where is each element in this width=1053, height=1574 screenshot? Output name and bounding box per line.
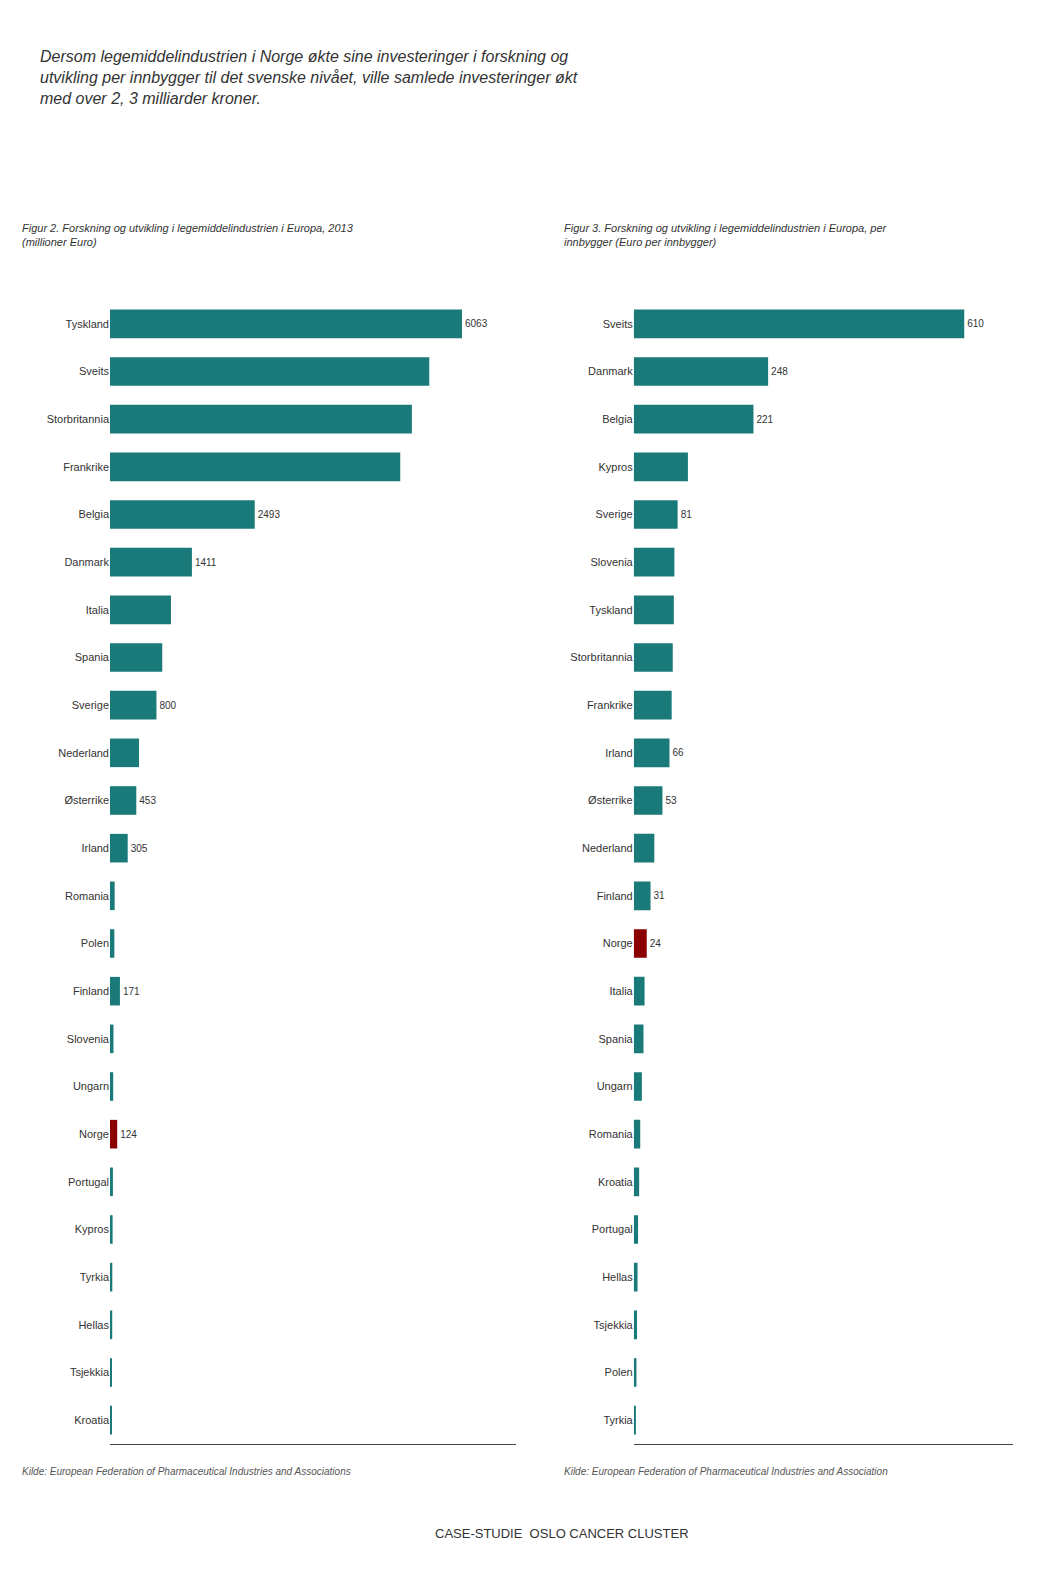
svg-text:6063: 6063	[465, 318, 488, 329]
svg-text:Tsjekkia: Tsjekkia	[594, 1319, 634, 1331]
svg-text:Frankrike: Frankrike	[63, 461, 109, 473]
svg-text:Portugal: Portugal	[68, 1176, 109, 1188]
svg-text:Ungarn: Ungarn	[597, 1080, 633, 1092]
svg-text:53: 53	[665, 795, 677, 806]
svg-text:Hellas: Hellas	[78, 1319, 109, 1331]
svg-text:Ungarn: Ungarn	[73, 1080, 109, 1092]
svg-text:Østerrike: Østerrike	[588, 794, 633, 806]
svg-text:Romania: Romania	[65, 890, 110, 902]
svg-text:Danmark: Danmark	[64, 556, 109, 568]
svg-text:Norge: Norge	[79, 1128, 109, 1140]
svg-text:Sverige: Sverige	[72, 699, 109, 711]
svg-text:Slovenia: Slovenia	[67, 1033, 110, 1045]
svg-text:Figur 3. Forskning og utviklin: Figur 3. Forskning og utvikling i legemi…	[564, 222, 888, 248]
svg-text:Danmark: Danmark	[588, 365, 633, 377]
svg-text:Tyskland: Tyskland	[589, 604, 632, 616]
svg-text:800: 800	[159, 700, 176, 711]
svg-text:248: 248	[771, 366, 788, 377]
svg-text:Italia: Italia	[609, 985, 633, 997]
svg-text:Romania: Romania	[589, 1128, 634, 1140]
svg-text:221: 221	[756, 414, 773, 425]
svg-text:Kypros: Kypros	[75, 1223, 110, 1235]
svg-text:1411: 1411	[195, 557, 217, 568]
svg-text:610: 610	[967, 318, 984, 329]
svg-text:Spania: Spania	[598, 1033, 633, 1045]
svg-text:124: 124	[120, 1129, 137, 1140]
svg-text:Nederland: Nederland	[58, 747, 109, 759]
svg-text:Sveits: Sveits	[603, 318, 633, 330]
svg-text:2493: 2493	[258, 509, 281, 520]
svg-text:Tsjekkia: Tsjekkia	[70, 1366, 110, 1378]
svg-text:Kypros: Kypros	[598, 461, 633, 473]
svg-text:CASE-STUDIE OSLO CANCER CLUST: CASE-STUDIE OSLO CANCER CLUSTER	[435, 1526, 689, 1541]
svg-text:Finland: Finland	[597, 890, 633, 902]
svg-text:Østerrike: Østerrike	[64, 794, 109, 806]
svg-text:Portugal: Portugal	[592, 1223, 633, 1235]
svg-text:Spania: Spania	[75, 651, 110, 663]
svg-text:Hellas: Hellas	[602, 1271, 633, 1283]
svg-text:Irland: Irland	[81, 842, 109, 854]
svg-text:Finland: Finland	[73, 985, 109, 997]
svg-text:81: 81	[681, 509, 693, 520]
svg-text:Tyrkia: Tyrkia	[603, 1414, 633, 1426]
svg-text:453: 453	[139, 795, 156, 806]
svg-text:Tyrkia: Tyrkia	[80, 1271, 110, 1283]
svg-text:Slovenia: Slovenia	[591, 556, 634, 568]
svg-text:Belgia: Belgia	[602, 413, 633, 425]
svg-text:Storbritannia: Storbritannia	[47, 413, 110, 425]
svg-text:Irland: Irland	[605, 747, 633, 759]
svg-text:Figur 2. Forskning og utviklin: Figur 2. Forskning og utvikling i legemi…	[22, 222, 354, 248]
svg-text:31: 31	[654, 890, 666, 901]
svg-text:66: 66	[673, 747, 685, 758]
svg-text:Storbritannia: Storbritannia	[570, 651, 633, 663]
svg-text:Tyskland: Tyskland	[66, 318, 109, 330]
svg-text:Norge: Norge	[603, 937, 633, 949]
svg-text:Nederland: Nederland	[582, 842, 633, 854]
svg-text:Kilde: European Federation of: Kilde: European Federation of Pharmaceut…	[564, 1466, 888, 1477]
svg-text:Frankrike: Frankrike	[587, 699, 633, 711]
svg-text:Italia: Italia	[86, 604, 110, 616]
svg-text:Polen: Polen	[81, 937, 109, 949]
svg-text:Sverige: Sverige	[595, 508, 632, 520]
svg-text:Sveits: Sveits	[79, 365, 109, 377]
svg-text:Kilde: European Federation of: Kilde: European Federation of Pharmaceut…	[22, 1466, 351, 1477]
svg-text:Dersom legemiddelindustrien i: Dersom legemiddelindustrien i Norge økte…	[40, 48, 578, 107]
svg-text:Belgia: Belgia	[78, 508, 109, 520]
svg-text:Kroatia: Kroatia	[74, 1414, 110, 1426]
svg-text:305: 305	[131, 843, 148, 854]
svg-text:171: 171	[123, 986, 140, 997]
svg-text:24: 24	[650, 938, 662, 949]
svg-text:Polen: Polen	[605, 1366, 633, 1378]
svg-text:Kroatia: Kroatia	[598, 1176, 634, 1188]
